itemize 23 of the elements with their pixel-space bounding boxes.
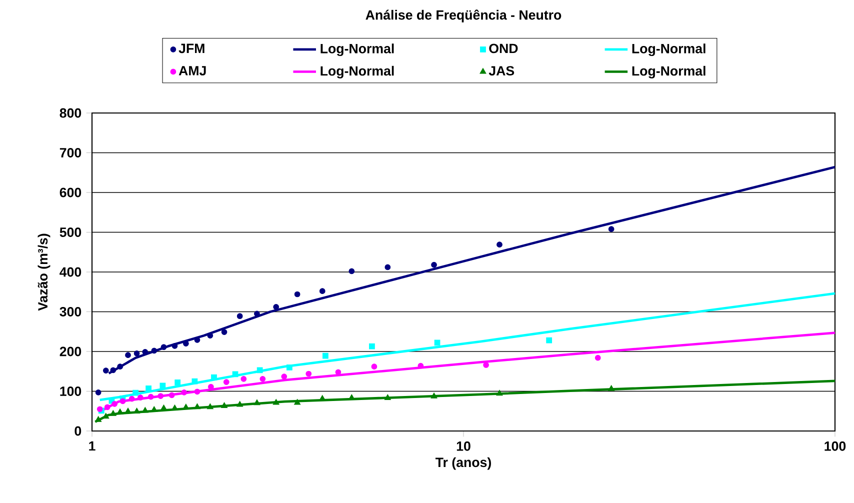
y-axis-title: Vazão (m³/s) bbox=[38, 234, 50, 311]
legend-label: Log-Normal bbox=[632, 66, 706, 78]
legend-label: Log-Normal bbox=[320, 44, 394, 56]
legend-label: Log-Normal bbox=[320, 66, 394, 78]
legend-label: OND bbox=[489, 44, 518, 54]
y-tick-label: 800 bbox=[60, 108, 82, 118]
x-axis-title: Tr (anos) bbox=[435, 457, 491, 470]
y-tick-label: 600 bbox=[60, 188, 82, 198]
y-tick-label: 700 bbox=[60, 148, 82, 158]
legend-label: Log-Normal bbox=[632, 44, 706, 56]
y-tick-label: 100 bbox=[60, 386, 82, 396]
legend-label: JFM bbox=[178, 44, 204, 54]
x-tick-label: 10 bbox=[456, 441, 470, 451]
legend-label: AMJ bbox=[178, 66, 206, 76]
y-tick-label: 400 bbox=[60, 267, 82, 277]
y-tick-label: 200 bbox=[60, 346, 82, 356]
y-tick-label: 0 bbox=[74, 426, 82, 436]
x-tick-label: 100 bbox=[824, 441, 846, 451]
y-tick-label: 300 bbox=[60, 307, 82, 316]
x-tick-label: 1 bbox=[89, 441, 96, 451]
legend-label: JAS bbox=[488, 66, 514, 76]
y-tick-label: 500 bbox=[60, 228, 82, 237]
chart-title: Análise de Freqüência - Neutro bbox=[366, 10, 562, 22]
